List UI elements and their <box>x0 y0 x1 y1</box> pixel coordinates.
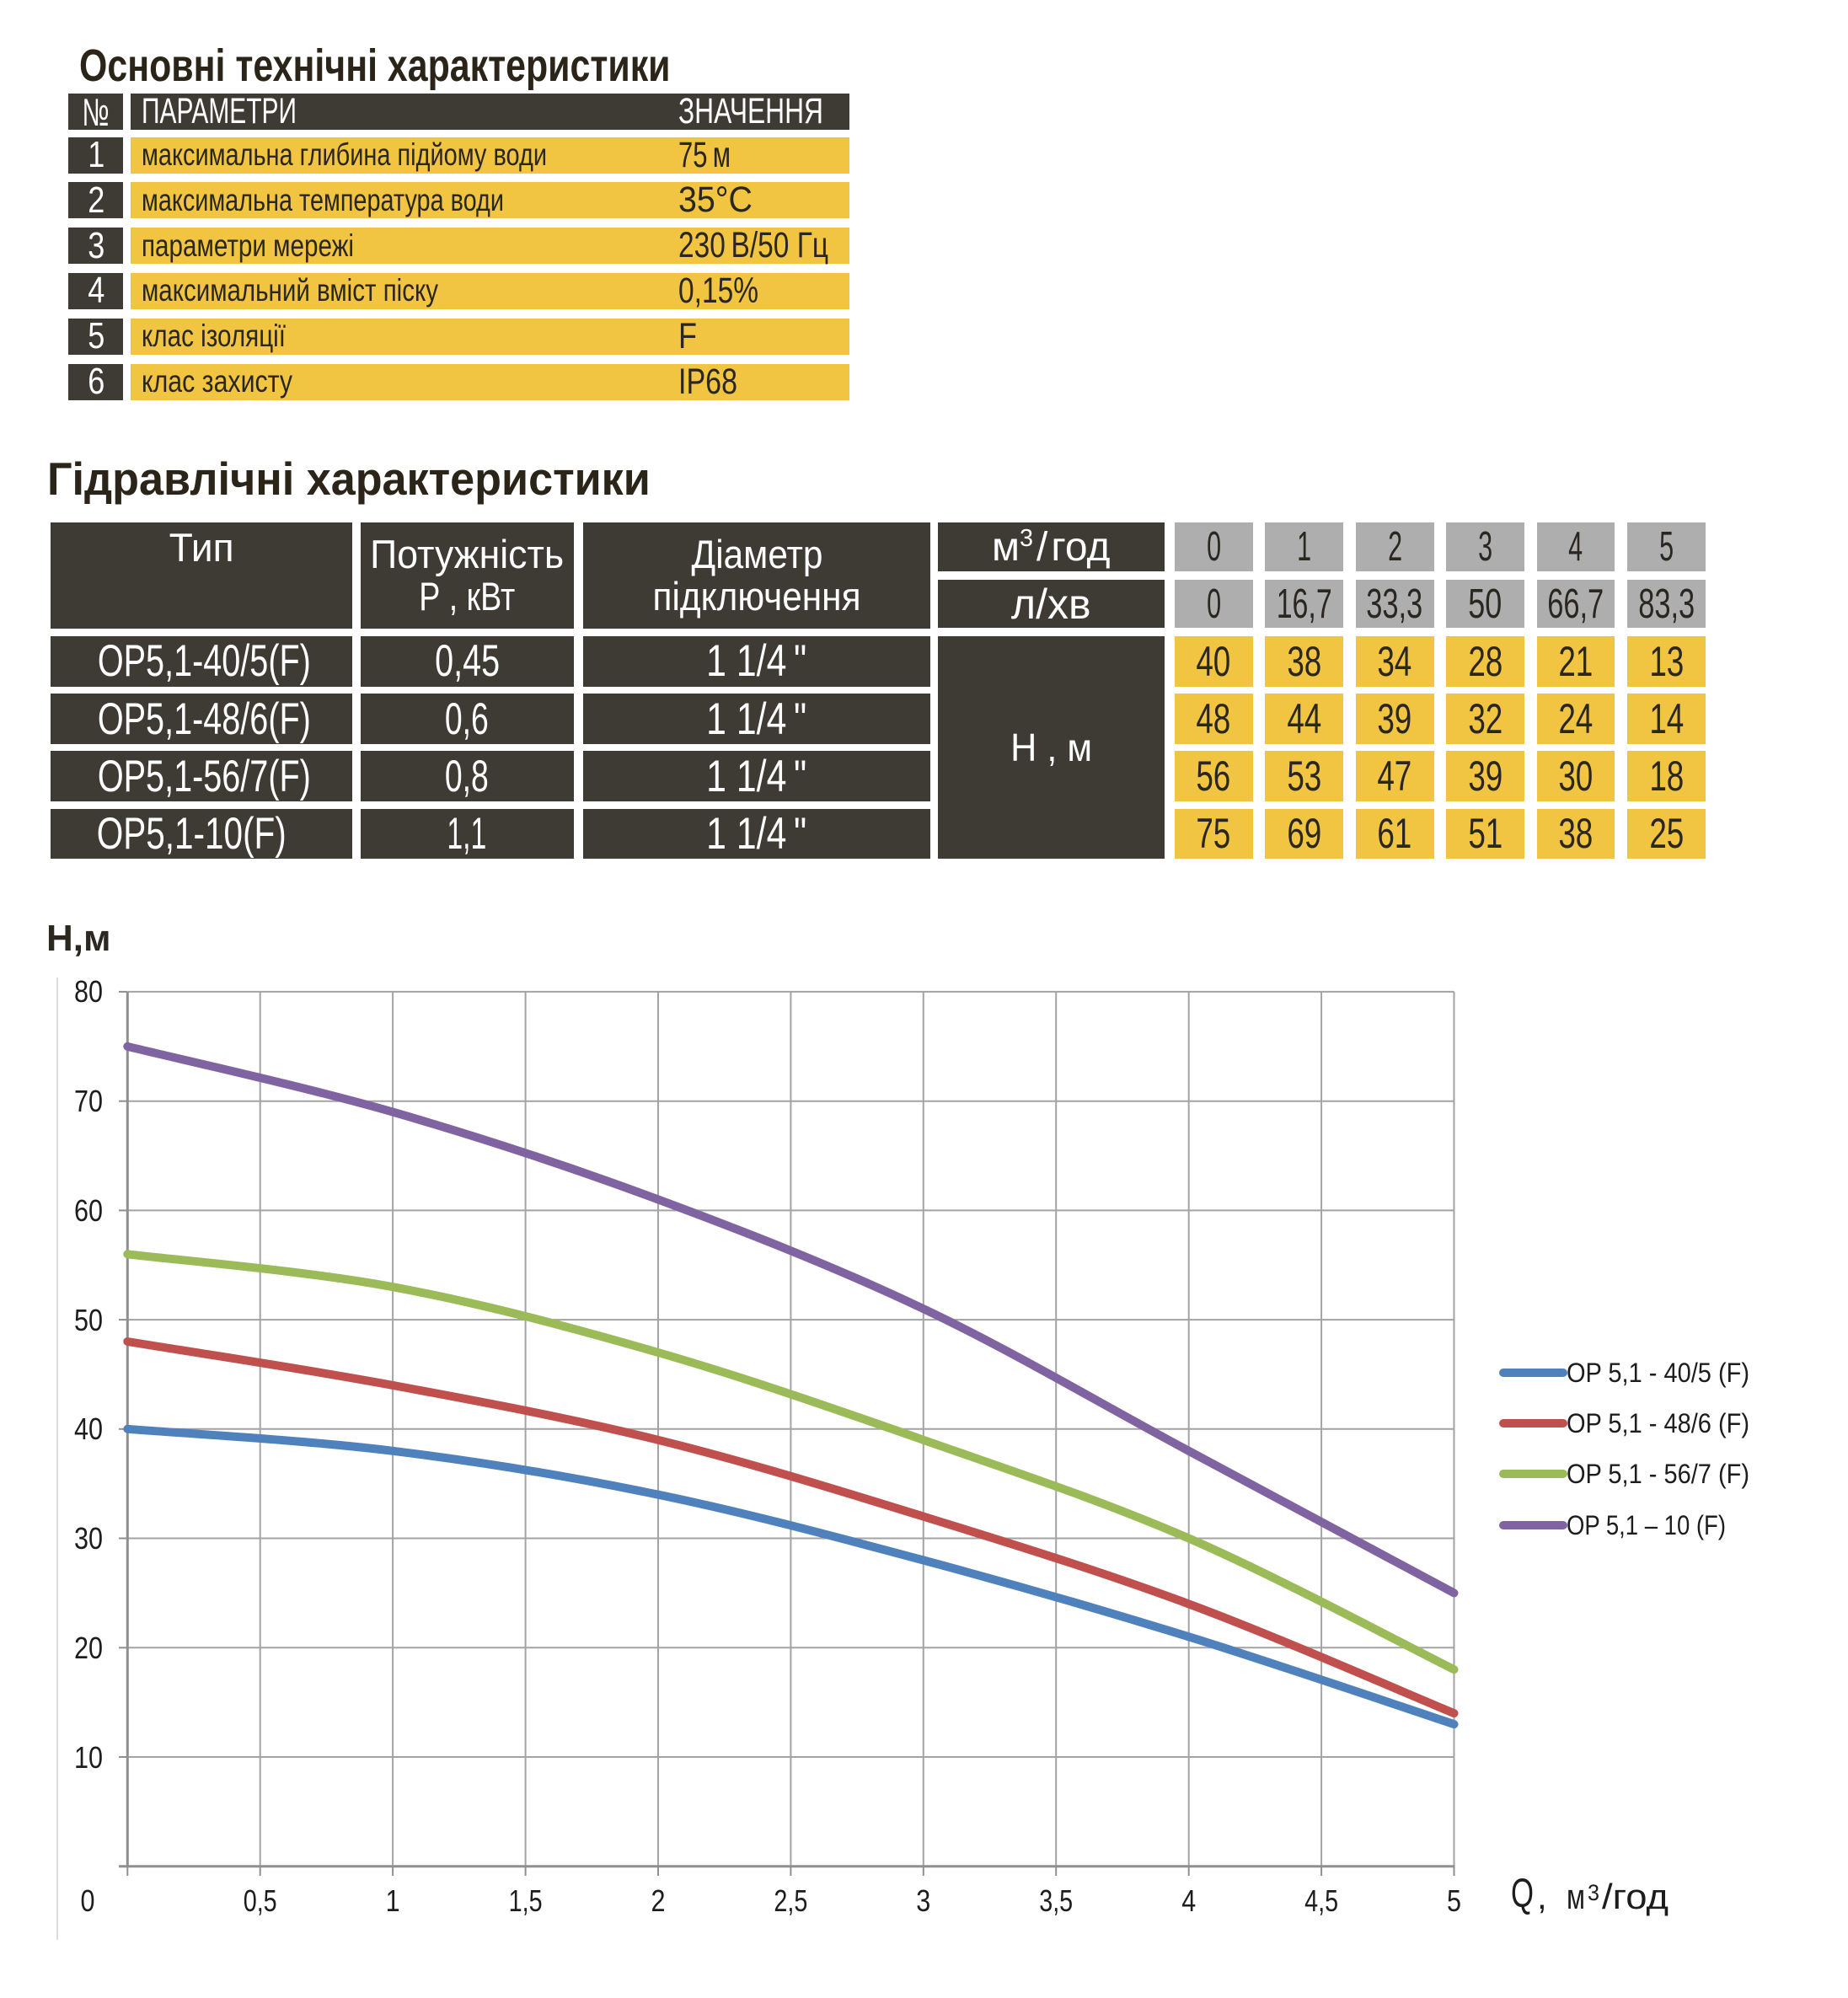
svg-text:/год: /год <box>1602 1877 1669 1916</box>
svg-text:3: 3 <box>1588 1880 1599 1905</box>
svg-text:1: 1 <box>386 1883 400 1918</box>
svg-text:50: 50 <box>74 1303 103 1337</box>
svg-text:,: , <box>1537 1877 1547 1916</box>
svg-text:40: 40 <box>74 1411 103 1446</box>
svg-text:60: 60 <box>74 1193 103 1228</box>
svg-text:10: 10 <box>74 1740 103 1775</box>
svg-text:4,5: 4,5 <box>1304 1883 1338 1918</box>
svg-text:30: 30 <box>74 1521 103 1556</box>
svg-text:0: 0 <box>81 1883 95 1918</box>
svg-text:OP 5,1 - 48/6 (F): OP 5,1 - 48/6 (F) <box>1567 1408 1749 1438</box>
svg-text:OP 5,1 - 40/5 (F): OP 5,1 - 40/5 (F) <box>1567 1358 1749 1388</box>
svg-text:1,5: 1,5 <box>509 1883 543 1918</box>
svg-text:20: 20 <box>74 1631 103 1665</box>
svg-text:OP 5,1 - 56/7 (F): OP 5,1 - 56/7 (F) <box>1567 1459 1749 1489</box>
svg-text:5: 5 <box>1447 1883 1461 1918</box>
svg-text:OP 5,1 – 10 (F): OP 5,1 – 10 (F) <box>1567 1510 1726 1540</box>
svg-text:3: 3 <box>916 1883 930 1918</box>
svg-text:70: 70 <box>74 1084 103 1118</box>
svg-text:4: 4 <box>1181 1883 1196 1918</box>
svg-text:2: 2 <box>651 1883 666 1918</box>
svg-text:80: 80 <box>74 974 103 1009</box>
svg-text:м: м <box>1567 1877 1585 1916</box>
svg-text:3,5: 3,5 <box>1039 1883 1073 1918</box>
svg-text:0,5: 0,5 <box>244 1883 277 1918</box>
svg-text:Q: Q <box>1511 1872 1534 1916</box>
svg-text:2,5: 2,5 <box>774 1883 807 1918</box>
